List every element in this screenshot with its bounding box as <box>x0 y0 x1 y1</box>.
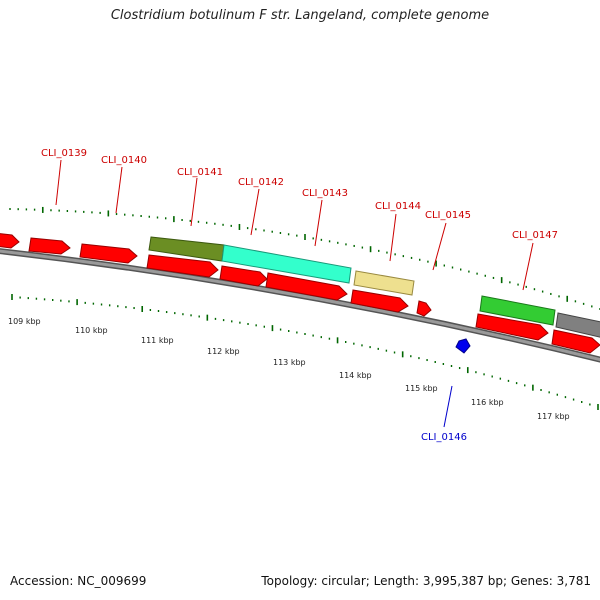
gene-label-cli-0141[interactable]: CLI_0141 <box>177 167 223 178</box>
gene-label-cli-0145[interactable]: CLI_0145 <box>425 210 471 221</box>
genome-summary-text: Topology: circular; Length: 3,995,387 bp… <box>261 574 591 588</box>
gene-label-cli-0139[interactable]: CLI_0139 <box>41 148 87 159</box>
leader-line <box>190 177 198 227</box>
cds-arrow[interactable] <box>265 272 348 301</box>
cds-arrow[interactable] <box>551 329 600 354</box>
cds-arrow[interactable] <box>475 313 549 341</box>
lower-tick-row <box>11 294 599 410</box>
leader-line <box>250 188 260 236</box>
gene-labels: CLI_0139 CLI_0140 CLI_0141 CLI_0142 CLI_… <box>41 148 558 443</box>
leader-line <box>522 242 534 291</box>
scale-label-117: 117 kbp <box>537 412 570 421</box>
scale-label-115: 115 kbp <box>405 384 438 393</box>
gene-label-cli-0147[interactable]: CLI_0147 <box>512 230 558 241</box>
inner-feature-row <box>146 254 600 354</box>
leader-line <box>443 385 453 428</box>
gene-bar-gray[interactable] <box>555 312 600 338</box>
gene-cli-0146-marker[interactable] <box>455 338 471 354</box>
gene-label-cli-0142[interactable]: CLI_0142 <box>238 177 284 188</box>
gene-bar-cli-0142[interactable] <box>221 244 352 284</box>
gene-label-cli-0140[interactable]: CLI_0140 <box>101 155 147 166</box>
cds-arrow[interactable] <box>28 237 71 255</box>
cds-arrow[interactable] <box>0 233 20 249</box>
scale-label-112: 112 kbp <box>207 347 240 356</box>
scale-label-111: 111 kbp <box>141 336 174 345</box>
scale-labels: 109 kbp 110 kbp 111 kbp 112 kbp 113 kbp … <box>8 317 570 421</box>
leader-line <box>55 159 62 206</box>
gene-bar-cli-0147[interactable] <box>479 295 556 326</box>
scale-label-113: 113 kbp <box>273 358 306 367</box>
leader-line <box>389 213 397 262</box>
gene-bar-cli-0144[interactable] <box>353 270 415 296</box>
scale-label-116: 116 kbp <box>471 398 504 407</box>
genome-backbone-highlight <box>0 249 600 362</box>
outer-feature-row <box>0 233 600 338</box>
scale-label-109: 109 kbp <box>8 317 41 326</box>
map-title: Clostridium botulinum F str. Langeland, … <box>110 8 490 23</box>
upper-tick-row <box>9 206 600 310</box>
leader-line <box>115 166 123 214</box>
scale-label-110: 110 kbp <box>75 326 108 335</box>
gene-leader-lines <box>55 159 534 428</box>
cds-arrow[interactable] <box>416 300 432 317</box>
leader-line <box>314 199 323 247</box>
leader-line <box>432 222 447 271</box>
scale-label-114: 114 kbp <box>339 371 372 380</box>
cds-arrow[interactable] <box>219 265 268 287</box>
gene-label-cli-0146[interactable]: CLI_0146 <box>421 432 467 443</box>
cds-arrow[interactable] <box>146 254 219 278</box>
cds-arrow[interactable] <box>350 289 409 313</box>
gene-label-cli-0143[interactable]: CLI_0143 <box>302 188 348 199</box>
cds-arrow[interactable] <box>79 243 138 264</box>
accession-text: Accession: NC_009699 <box>10 574 147 588</box>
gene-label-cli-0144[interactable]: CLI_0144 <box>375 201 421 212</box>
